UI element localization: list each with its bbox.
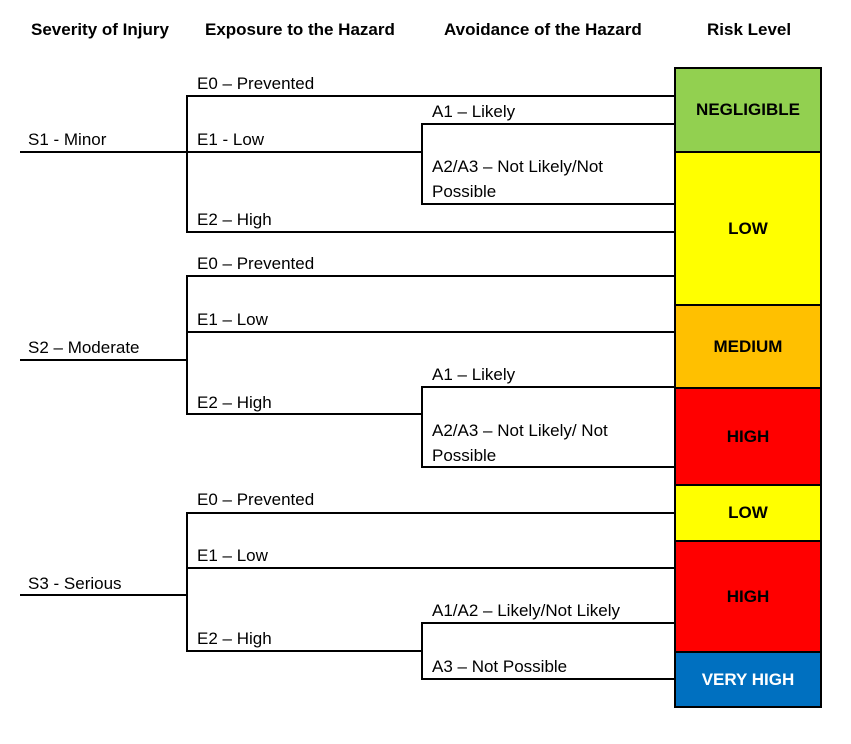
connector-line bbox=[186, 512, 675, 514]
severity-s3-label: S3 - Serious bbox=[28, 574, 122, 593]
connector-line bbox=[20, 359, 188, 361]
exposure-s3-e2-label: E2 – High bbox=[197, 629, 272, 648]
exposure-s3-e0-label: E0 – Prevented bbox=[197, 490, 315, 509]
connector-line bbox=[186, 275, 188, 415]
risk-negligible: NEGLIGIBLE bbox=[674, 67, 822, 153]
connector-line bbox=[186, 231, 675, 233]
connector-line bbox=[20, 594, 188, 596]
connector-line bbox=[186, 512, 188, 652]
connector-line bbox=[421, 622, 675, 624]
connector-line bbox=[186, 567, 675, 569]
connector-line bbox=[421, 203, 675, 205]
connector-line bbox=[421, 386, 675, 388]
risk-medium: MEDIUM bbox=[674, 304, 822, 389]
exposure-s2-e1-label: E1 – Low bbox=[197, 310, 268, 329]
connector-line bbox=[421, 123, 675, 125]
severity-s2-label: S2 – Moderate bbox=[28, 338, 140, 357]
connector-line bbox=[421, 123, 423, 205]
header-severity: Severity of Injury bbox=[31, 20, 169, 39]
connector-line bbox=[186, 95, 188, 233]
exposure-s3-e1-label: E1 – Low bbox=[197, 546, 268, 565]
avoidance-s3-a1a2-label: A1/A2 – Likely/Not Likely bbox=[432, 601, 621, 620]
exposure-s2-e0-label: E0 – Prevented bbox=[197, 254, 315, 273]
connector-line bbox=[186, 650, 423, 652]
header-risk-level: Risk Level bbox=[707, 20, 792, 39]
risk-very-high: VERY HIGH bbox=[674, 651, 822, 708]
connector-line bbox=[421, 466, 675, 468]
connector-line bbox=[421, 386, 423, 468]
connector-line bbox=[186, 95, 675, 97]
risk-high-1: HIGH bbox=[674, 387, 822, 486]
exposure-s1-e1-label: E1 - Low bbox=[197, 130, 265, 149]
header-avoidance: Avoidance of the Hazard bbox=[444, 20, 642, 39]
header-exposure: Exposure to the Hazard bbox=[205, 20, 395, 39]
exposure-s1-e2-label: E2 – High bbox=[197, 210, 272, 229]
avoidance-s2-a2a3-label: A2/A3 – Not Likely/ Not Possible bbox=[432, 421, 608, 465]
avoidance-s3-a3-label: A3 – Not Possible bbox=[432, 657, 568, 676]
avoidance-s1-a1-label: A1 – Likely bbox=[432, 102, 516, 121]
connector-line bbox=[186, 413, 423, 415]
exposure-s2-e2-label: E2 – High bbox=[197, 393, 272, 412]
avoidance-s1-a2a3-label: A2/A3 – Not Likely/Not Possible bbox=[432, 157, 604, 201]
severity-s1-label: S1 - Minor bbox=[28, 130, 107, 149]
connector-line bbox=[421, 622, 423, 680]
exposure-s1-e0-label: E0 – Prevented bbox=[197, 74, 315, 93]
connector-line bbox=[186, 331, 675, 333]
connector-line bbox=[421, 678, 675, 680]
avoidance-s2-a1-label: A1 – Likely bbox=[432, 365, 516, 384]
connector-line bbox=[186, 275, 675, 277]
connector-line bbox=[186, 151, 423, 153]
risk-high-2: HIGH bbox=[674, 540, 822, 653]
connector-line bbox=[20, 151, 188, 153]
risk-low-2: LOW bbox=[674, 484, 822, 542]
risk-low-1: LOW bbox=[674, 151, 822, 306]
